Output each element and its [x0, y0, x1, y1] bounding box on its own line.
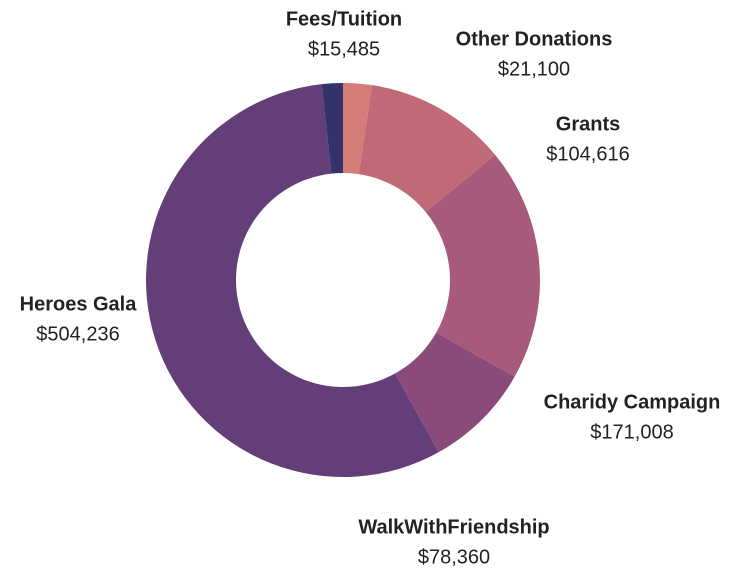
slice-label: Heroes Gala — [20, 293, 138, 315]
value-label: $104,616 — [546, 143, 629, 165]
value-label: $15,485 — [308, 38, 380, 60]
slice — [146, 84, 439, 477]
slice-label: Other Donations — [456, 28, 613, 50]
value-label: $504,236 — [36, 323, 119, 345]
slice — [343, 83, 373, 175]
value-label: $171,008 — [590, 421, 673, 443]
slice-label: Grants — [556, 113, 620, 135]
value-label: $78,360 — [418, 546, 490, 568]
slice-label: Charidy Campaign — [544, 391, 721, 413]
slice — [358, 85, 496, 213]
slice — [321, 83, 343, 174]
slice-label: Fees/Tuition — [286, 8, 402, 30]
slice — [425, 154, 540, 377]
value-label: $21,100 — [498, 58, 570, 80]
slice — [395, 332, 515, 453]
slice-label: WalkWithFriendship — [358, 516, 549, 538]
